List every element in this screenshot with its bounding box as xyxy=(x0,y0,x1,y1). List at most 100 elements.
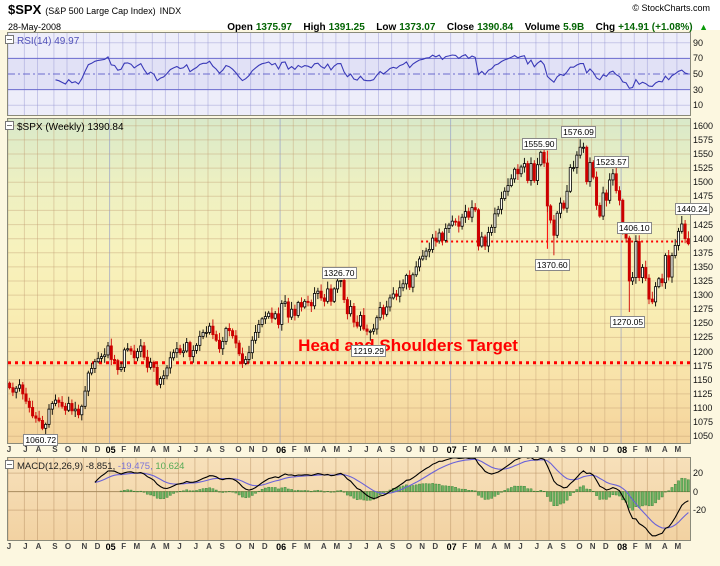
low-value: 1373.07 xyxy=(399,22,436,33)
price-label: 1555.90 xyxy=(521,137,557,150)
x-tick-label: M xyxy=(504,445,511,454)
x-axis-lower: J J A S O N D 05 F M A M J J A S O N D 06 F M A M J J A S O N D 07 F M A M J… xyxy=(0,541,720,554)
price-label: 1576.09 xyxy=(561,126,596,139)
x-tick-label: J xyxy=(193,542,199,551)
y-tick-label: -20 xyxy=(693,505,707,516)
x-tick-label: J xyxy=(23,542,28,551)
price-label: 1440.24 xyxy=(674,202,710,215)
x-tick-label: 05 xyxy=(105,445,116,455)
x-tick-label: M xyxy=(333,445,341,454)
open-value: 1375.97 xyxy=(255,22,292,33)
x-tick-label: D xyxy=(602,445,609,454)
x-tick-label: A xyxy=(320,542,327,551)
chart-header: $SPX (S&P 500 Large Cap Index) INDX © Stoc… xyxy=(0,0,720,33)
x-tick-label: D xyxy=(94,445,101,454)
x-tick-label: N xyxy=(81,542,88,551)
y-tick-label: 1050 xyxy=(693,431,714,442)
x-tick-label: A xyxy=(206,445,212,454)
x-tick-label: M xyxy=(133,445,141,454)
macd-axis-labels: 20 0 -20 xyxy=(693,457,720,541)
rsi-plot-area xyxy=(7,32,691,116)
x-tick-label: N xyxy=(589,445,596,454)
price-label: 1370.60 xyxy=(534,259,570,272)
macd-hist-value: 10.624 xyxy=(155,461,185,472)
x-tick-label: J xyxy=(193,445,199,454)
price-axis-labels: 1600157515501525150014751450142514001375… xyxy=(693,118,720,444)
x-tick-label: N xyxy=(248,542,255,551)
y-tick-label: 1550 xyxy=(693,148,714,159)
x-tick-label: M xyxy=(645,542,652,551)
x-tick-label: A xyxy=(206,542,212,551)
x-tick-label: S xyxy=(560,542,566,551)
index-name: (S&P 500 Large Cap Index) xyxy=(45,6,156,16)
y-tick-label: 1250 xyxy=(693,318,714,329)
x-tick-label: 05 xyxy=(105,542,116,552)
y-tick-label: 1225 xyxy=(693,332,714,343)
chg-label: Chg xyxy=(595,22,616,33)
chg-value: +14.91 (+1.08%) xyxy=(618,22,693,33)
high-label: High xyxy=(303,22,326,33)
y-tick-label: 90 xyxy=(693,37,704,48)
y-tick-label: 50 xyxy=(693,69,704,79)
x-tick-label: O xyxy=(235,542,242,551)
x-tick-label: M xyxy=(333,542,341,551)
y-tick-label: 1125 xyxy=(693,388,713,399)
price-legend-label: $SPX (Weekly) xyxy=(17,122,85,133)
macd-legend-label: MACD(12,26,9) xyxy=(17,461,83,472)
price-legend[interactable]: $SPX (Weekly) 1390.84 xyxy=(5,121,124,133)
x-tick-label: N xyxy=(248,445,255,454)
x-tick-label: M xyxy=(304,445,311,454)
price-label: 1060.72 xyxy=(23,434,59,447)
indicator-icon xyxy=(5,460,14,469)
x-tick-label: 06 xyxy=(276,542,287,552)
open-label: Open xyxy=(227,22,253,33)
y-tick-label: 0 xyxy=(693,486,699,497)
y-tick-label: 1475 xyxy=(693,191,714,202)
y-tick-label: 1575 xyxy=(693,134,714,145)
y-tick-label: 1075 xyxy=(693,417,714,428)
x-tick-label: J xyxy=(6,445,12,454)
head-and-shoulders-annotation: Head and Shoulders Target xyxy=(298,335,518,355)
price-label: 1270.05 xyxy=(610,316,646,329)
x-tick-label: 07 xyxy=(446,445,457,455)
symbol: $SPX xyxy=(8,2,42,17)
x-tick-label: J xyxy=(177,445,182,454)
macd-value: -8.851, xyxy=(85,461,116,472)
x-tick-label: M xyxy=(674,542,682,551)
volume-value: 5.9B xyxy=(563,22,585,33)
x-tick-label: S xyxy=(52,445,58,454)
x-tick-label: O xyxy=(64,445,72,454)
x-tick-label: M xyxy=(674,445,682,454)
macd-legend[interactable]: MACD(12,26,9) -8.851, -19.475, 10.624 xyxy=(5,460,184,472)
x-tick-label: J xyxy=(534,542,540,551)
macd-plot-area xyxy=(7,457,691,541)
indicator-icon xyxy=(5,35,14,44)
x-tick-label: O xyxy=(405,445,413,454)
x-tick-label: J xyxy=(364,542,369,551)
price-plot-area: 1060.72 1326.70 1219.29 1370.60 1406.10 1555.… xyxy=(7,118,710,447)
price-label: 1406.10 xyxy=(616,222,652,235)
price-label: 1523.57 xyxy=(593,155,629,168)
x-tick-label: D xyxy=(432,542,439,551)
candlestick-chart xyxy=(8,119,690,443)
macd-signal-value: -19.475, xyxy=(117,461,153,472)
x-tick-label: D xyxy=(432,445,439,454)
x-tick-label: S xyxy=(389,445,396,454)
header-quote-row: 28-May-2008 Open 1375.97 High 1391.25 Low 1… xyxy=(8,17,712,33)
rsi-legend[interactable]: RSI(14) 49.97 xyxy=(5,35,79,47)
x-tick-label: M xyxy=(304,542,311,551)
high-value: 1391.25 xyxy=(328,22,365,33)
chart-date: 28-May-2008 xyxy=(8,22,62,32)
x-tick-label: J xyxy=(518,445,523,454)
rsi-legend-value: 49.97 xyxy=(54,36,80,47)
x-tick-label: D xyxy=(94,542,101,551)
x-tick-label: F xyxy=(632,542,638,551)
x-tick-label: 08 xyxy=(617,542,628,552)
x-tick-label: F xyxy=(462,445,468,454)
x-axis-upper: J J A S O N D 05 F M A M J J A S O N D 06 F M A M J J A S O N D 07 F M A M J… xyxy=(0,444,720,457)
x-tick-label: N xyxy=(419,542,426,551)
x-tick-label: S xyxy=(389,542,396,551)
up-arrow-icon: ▲ xyxy=(699,22,708,32)
y-tick-label: 1600 xyxy=(693,120,714,131)
y-tick-label: 70 xyxy=(693,53,704,64)
